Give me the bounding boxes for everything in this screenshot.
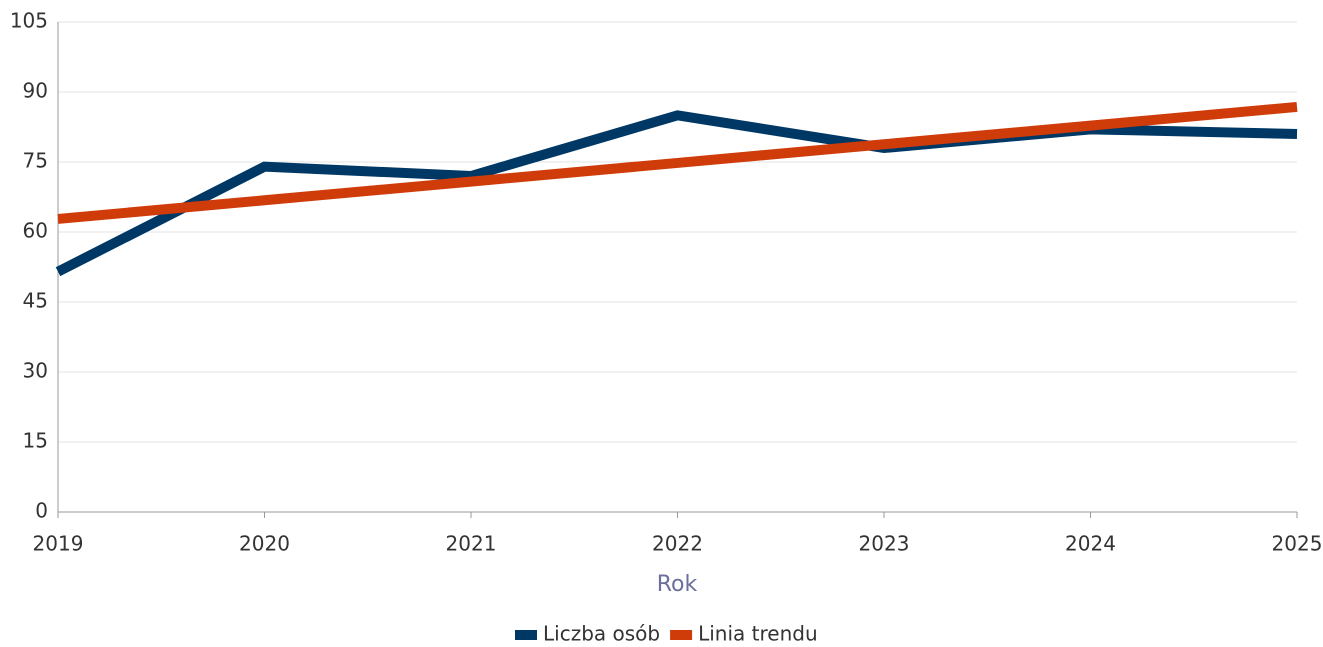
series-line [57, 101, 1298, 224]
y-tick-label: 0 [35, 499, 48, 523]
x-tick-label: 2022 [652, 532, 703, 556]
series-line [55, 110, 1298, 277]
x-tick-label: 2020 [239, 532, 290, 556]
x-tick-label: 2019 [33, 532, 84, 556]
legend-swatch [515, 630, 537, 640]
legend-swatch [670, 630, 693, 640]
y-tick-label: 60 [23, 219, 48, 243]
y-tick-label: 105 [10, 9, 48, 33]
y-tick-label: 45 [23, 289, 48, 313]
y-tick-label: 15 [23, 429, 48, 453]
y-tick-label: 90 [23, 79, 48, 103]
y-tick-label: 75 [23, 149, 48, 173]
x-axis-title: Rok [657, 572, 698, 597]
legend-label: Liczba osób [543, 622, 660, 646]
x-tick-label: 2023 [859, 532, 910, 556]
legend-label: Linia trendu [698, 622, 818, 646]
x-tick-label: 2024 [1065, 532, 1116, 556]
y-tick-label: 30 [23, 359, 48, 383]
x-tick-label: 2025 [1272, 532, 1323, 556]
x-tick-label: 2021 [446, 532, 497, 556]
